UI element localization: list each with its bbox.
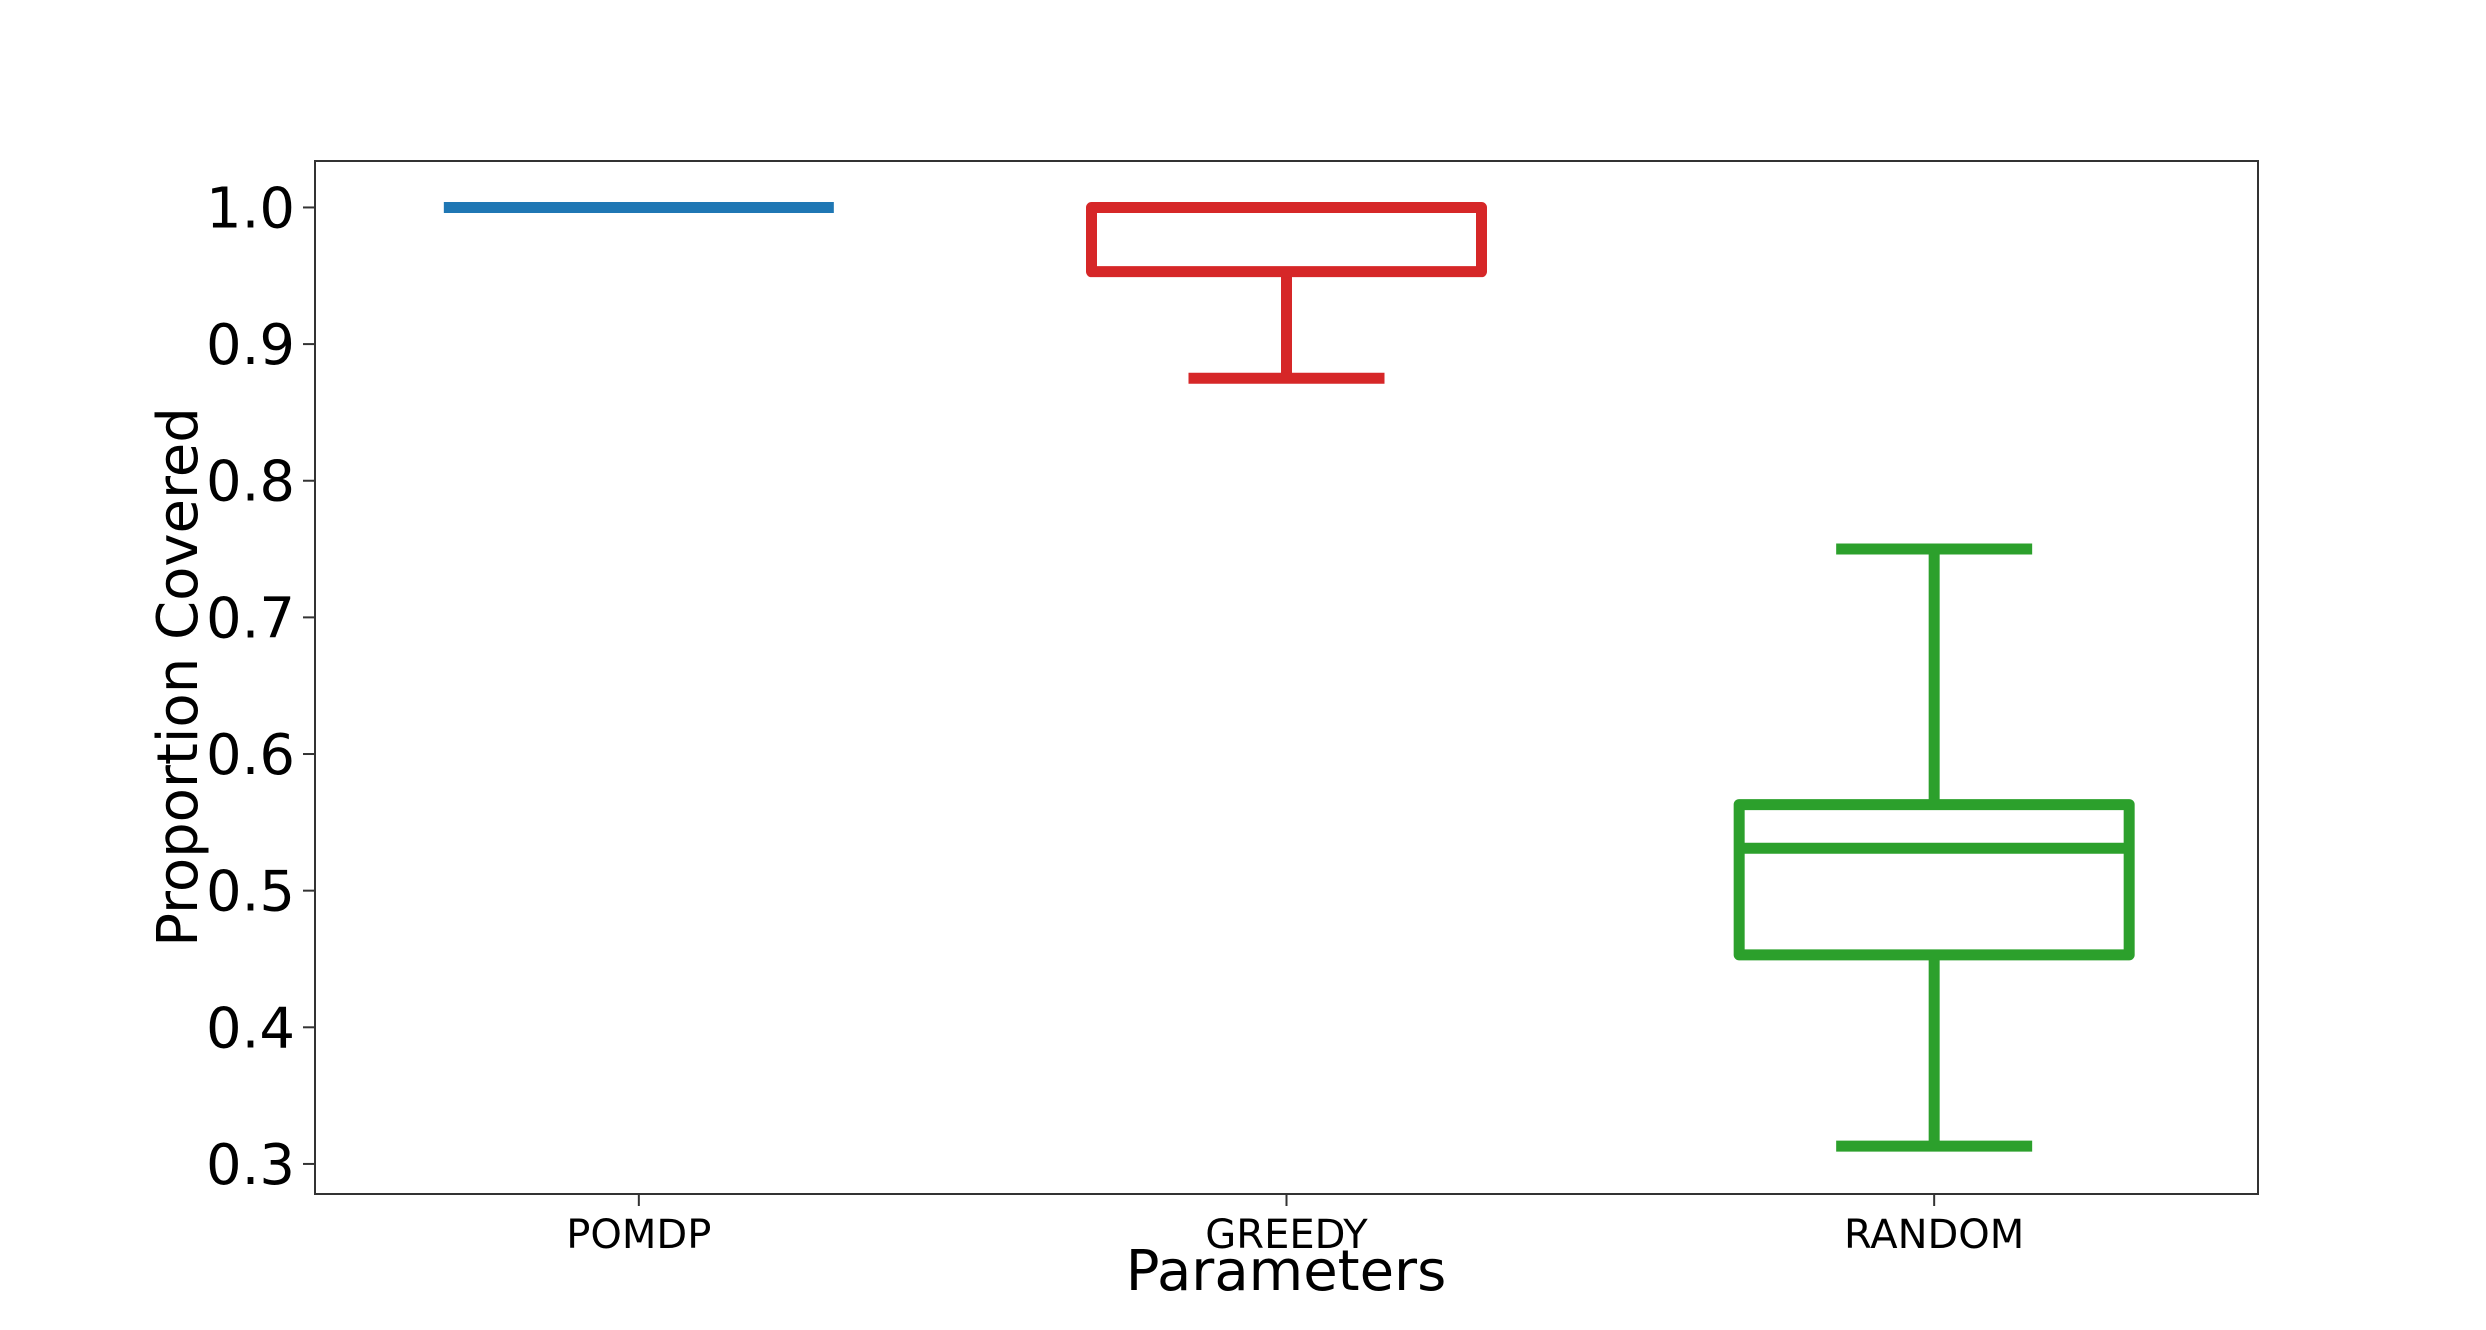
x-axis-ticks: POMDP GREEDY RANDOM	[566, 1194, 2024, 1258]
y-tick-label: 0.8	[206, 450, 295, 515]
y-tick-label: 0.7	[206, 586, 295, 651]
box-series	[443, 201, 2135, 1152]
y-tick-label: 1.0	[206, 176, 295, 241]
x-axis-label: Parameters	[1126, 1239, 1447, 1304]
x-tick-label: POMDP	[566, 1212, 711, 1258]
y-tick-label: 0.3	[206, 1133, 295, 1198]
x-tick-label: RANDOM	[1844, 1212, 2024, 1258]
box-greedy	[1086, 201, 1487, 384]
box-random	[1733, 543, 2135, 1152]
y-tick-label: 0.5	[206, 860, 295, 925]
y-tick-label: 0.6	[206, 723, 295, 788]
iqr-box	[1733, 799, 2135, 961]
y-axis-ticks: 0.3 0.4 0.5 0.6 0.7 0.8 0.9 1.0	[206, 176, 315, 1198]
x-tick-label: GREEDY	[1205, 1212, 1368, 1258]
y-axis-label: Proportion Covered	[146, 407, 211, 947]
y-tick-label: 0.4	[206, 996, 295, 1061]
y-tick-label: 0.9	[206, 313, 295, 378]
